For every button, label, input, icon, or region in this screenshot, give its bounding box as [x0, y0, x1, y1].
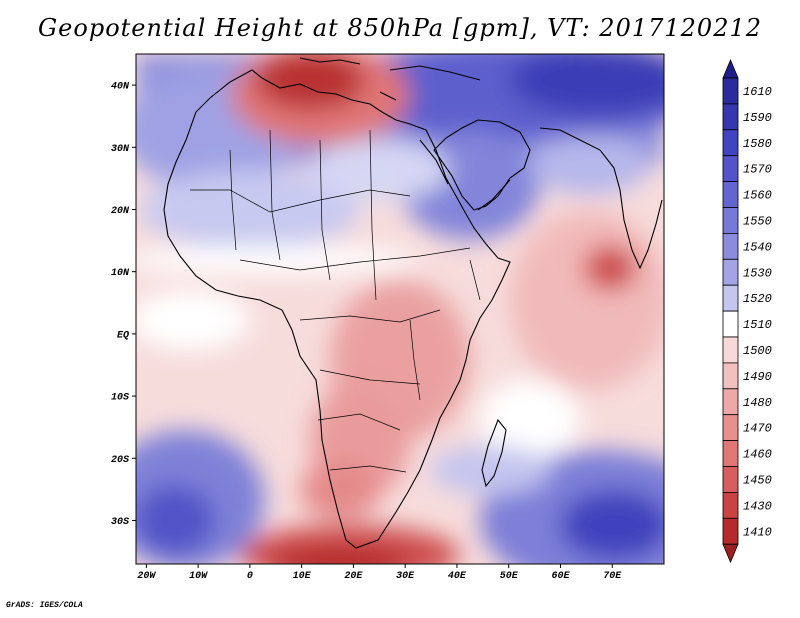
grads-credit: GrADS: IGES/COLA [6, 601, 83, 610]
colorbar-swatch [722, 155, 739, 182]
coastlines [163, 57, 663, 549]
colorbar-swatch [722, 414, 739, 442]
colorbar-label: 1470 [743, 422, 772, 436]
colorbar-label: 1610 [743, 85, 772, 99]
colorbar-top-arrow [722, 58, 739, 79]
colorbar-swatch [722, 362, 739, 390]
colorbar-label: 1520 [743, 292, 772, 306]
map-title: Geopotential Height at 850hPa [gpm], VT:… [38, 14, 762, 42]
y-tick-label: 20S [111, 455, 129, 466]
y-tick-label: 20N [111, 206, 130, 217]
colorbar-label: 1500 [743, 344, 772, 358]
country-borders [190, 129, 481, 473]
x-tick-label: 50E [500, 571, 519, 582]
y-tick-label: 30S [111, 517, 129, 528]
y-tick-label: 10N [111, 268, 130, 279]
x-tick-label: 20E [344, 571, 363, 582]
colorbar-label: 1530 [743, 266, 772, 280]
colorbar-swatch [722, 181, 739, 208]
geopotential-field [136, 54, 664, 564]
x-tick-label: 40E [448, 571, 467, 582]
x-tick-label: 70E [603, 571, 622, 582]
x-tick-label: 0 [247, 571, 253, 582]
colorbar-swatch [722, 207, 739, 234]
colorbar-swatch [722, 258, 739, 286]
y-tick-label: 40N [111, 82, 130, 93]
x-tick-label: 10E [293, 571, 312, 582]
y-tick-label: 10S [111, 393, 129, 404]
colorbar-label: 1450 [743, 473, 772, 487]
colorbar-label: 1410 [743, 525, 772, 539]
colorbar-label: 1490 [743, 370, 772, 384]
colorbar-swatch [722, 232, 739, 260]
colorbar-swatch [722, 284, 739, 312]
colorbar-label: 1480 [743, 396, 772, 410]
colorbar-label: 1550 [743, 214, 772, 228]
colorbar-swatch [722, 77, 739, 105]
colorbar-swatch [722, 388, 739, 416]
colorbar: 1610 1590 1580 1570 1560 1550 1540 1530 1520 1510… [722, 58, 772, 564]
colorbar-swatch [722, 491, 739, 519]
y-tick-label: EQ [117, 330, 129, 341]
colorbar-swatch [722, 129, 739, 157]
plot-frame [135, 53, 665, 565]
colorbar-label: 1570 [743, 163, 772, 177]
colorbar-label: 1510 [743, 318, 772, 332]
x-tick-label: 10W [189, 571, 208, 582]
colorbar-label: 1580 [743, 137, 772, 151]
colorbar-swatch [722, 103, 739, 131]
colorbar-swatch [722, 517, 739, 545]
colorbar-bottom-arrow [722, 543, 739, 564]
x-tick-label: 20W [137, 571, 156, 582]
axis-ticks: 20W 10W 0 10E 20E 30E 40E 50E 60E 70E 40N 30N 20N 10N… [111, 82, 622, 582]
colorbar-label: 1430 [743, 499, 772, 513]
colorbar-label: 1590 [743, 111, 772, 125]
colorbar-label: 1460 [743, 448, 772, 462]
colorbar-label: 1560 [743, 189, 772, 203]
y-tick-label: 30N [111, 144, 130, 155]
colorbar-swatch [722, 336, 739, 364]
colorbar-label: 1540 [743, 240, 772, 254]
colorbar-swatch [722, 310, 739, 338]
colorbar-swatch [722, 440, 739, 467]
x-tick-label: 60E [551, 571, 570, 582]
colorbar-swatch [722, 466, 739, 493]
x-tick-label: 30E [396, 571, 415, 582]
